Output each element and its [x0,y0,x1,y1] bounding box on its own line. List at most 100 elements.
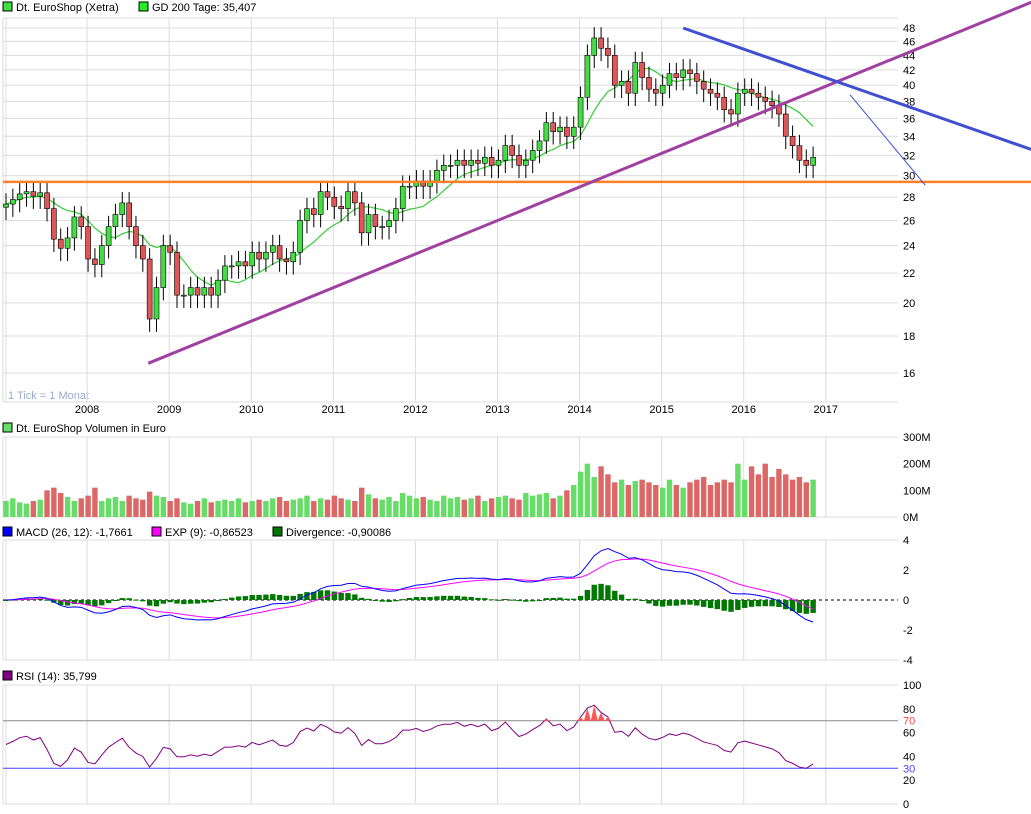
candle-up [393,208,399,221]
candle-down [646,77,652,90]
gd200-legend-swatch [138,1,149,12]
divergence-bar [283,595,290,600]
rsi-axis-label: 40 [903,751,915,763]
volume-bar [680,487,686,517]
divergence-legend: Divergence: -0,90086 [286,527,391,539]
divergence-bar [475,597,481,600]
candle-up [98,245,105,265]
exp-legend-swatch [151,526,162,537]
rsi-axis-label: 30 [903,763,915,775]
volume-bar [789,479,796,517]
divergence-bar [509,599,515,601]
divergence-bar [666,600,673,606]
divergence-bar [263,594,269,600]
candle-up [447,164,454,167]
candle-down [78,216,85,227]
volume-bar [311,501,317,517]
divergence-bar [516,600,522,602]
rsi-overbought-area [583,708,591,721]
volume-bar [324,499,331,517]
candle-up [632,62,639,94]
divergence-bar [796,600,803,613]
candle-down [769,101,775,106]
volume-bar [406,495,413,517]
candle-up [153,287,160,320]
volume-bar [365,494,372,517]
volume-bar [783,474,789,517]
volume-bar [488,498,495,517]
candle-up [297,220,303,253]
divergence-bar [256,594,262,600]
candle-down [748,88,755,94]
candle-down [167,245,173,253]
volume-bar [454,497,461,517]
candle-up [317,191,324,215]
rsi-overbought-area [542,718,550,721]
candle-up [235,261,242,267]
rsi-axis-label: 60 [903,728,915,740]
volume-bar [51,487,57,517]
price-axis-label: 24 [903,241,915,253]
rsi-overbought-area [597,712,605,721]
candle-down [755,92,762,98]
divergence-bar [358,597,365,600]
divergence-bar [167,600,173,603]
divergence-bar [345,593,351,600]
candle-down [324,191,331,198]
volume-bar [64,497,71,517]
candle-down [796,145,803,161]
x-axis-label-2013: 2013 [485,404,509,416]
candle-down [133,226,139,246]
volume-bar [762,463,768,517]
candle-down [475,159,481,164]
volume-bar [194,501,201,517]
candle-up [810,156,816,166]
candle-up [201,287,208,296]
volume-bar [550,498,556,517]
divergence-bar [105,600,112,604]
volume-bar [78,498,84,517]
candle-down [92,258,98,265]
divergence-bar [659,600,666,607]
volume-bar [673,485,680,517]
volume-legend: Dt. EuroShop Volumen in Euro [16,423,166,435]
candle-down [194,287,201,296]
candle-up [119,202,126,215]
candle-down [714,92,721,98]
candle-down [488,156,495,166]
candle-down [310,208,317,215]
divergence-bar [461,596,467,600]
volume-bar [639,479,645,517]
candle-up [680,69,686,78]
divergence-bar [112,600,119,601]
volume-bar [133,498,139,517]
divergence-bar [126,598,132,600]
volume-bar [584,463,591,517]
volume-axis-label: 200M [903,459,931,471]
price-axis-label: 46 [903,36,915,48]
x-axis-label-2011: 2011 [321,404,345,416]
candle-up [406,185,413,188]
volume-bar [112,497,119,517]
x-axis-label-2015: 2015 [649,404,673,416]
price-axis-label: 40 [903,80,915,92]
volume-bar [23,503,30,517]
candle-up [666,73,673,86]
divergence-bar [290,595,296,600]
candle-up [71,216,78,239]
x-axis-label-2012: 2012 [403,404,427,416]
volume-bar [400,493,406,517]
x-axis-label-2009: 2009 [157,404,181,416]
candle-down [516,155,522,166]
price-axis-label: 42 [903,65,915,77]
divergence-bar [372,600,379,601]
volume-bar [181,502,187,517]
divergence-bar [488,599,495,601]
volume-bar [242,502,249,517]
divergence-bar [386,600,392,602]
divergence-bar [625,598,632,600]
divergence-bar [249,595,255,600]
divergence-bar [181,600,187,605]
candle-down [126,202,132,227]
volume-axis-label: 0M [903,512,918,524]
